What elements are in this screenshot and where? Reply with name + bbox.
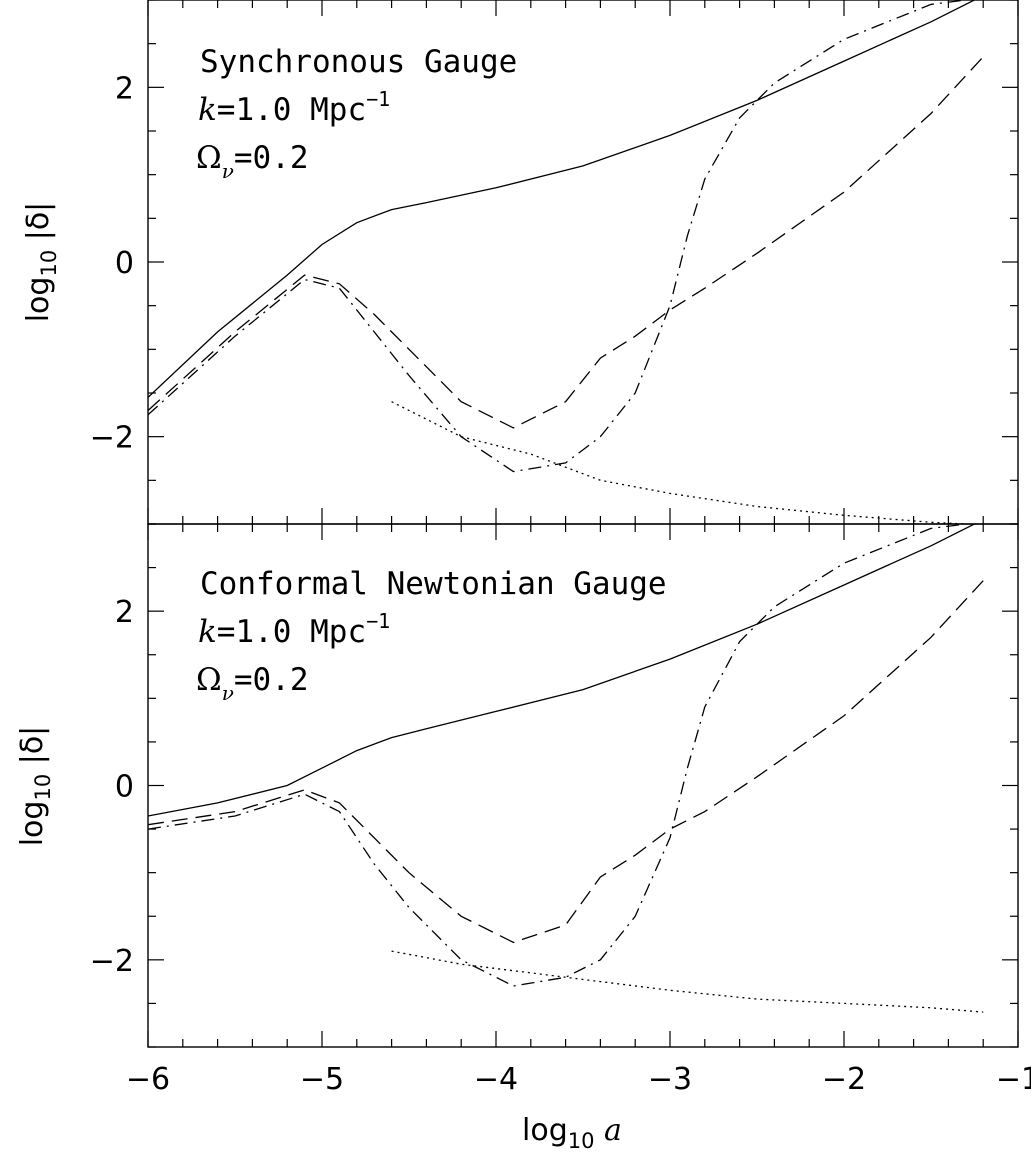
- tick-marks-bottom: [147, 523, 1019, 1048]
- y-axis-label-top: log10 |δ|: [21, 202, 61, 323]
- annotation-k-top: k=1.0 Mpc−1: [198, 87, 390, 128]
- y-tick-labels-bottom: −2 0 2: [90, 595, 134, 979]
- y-tick-label: 2: [115, 595, 134, 630]
- y-tick-label: −2: [90, 944, 134, 979]
- y-tick-label: 2: [115, 71, 134, 106]
- series-dotted-line: [391, 950, 984, 1013]
- curves-bottom: [148, 524, 984, 1013]
- panel-bottom: −2 0 2 −6 −5 −4 −3 −2 −1 Conformal Newtonian Ga…: [15, 523, 1031, 1153]
- x-tick-label: −3: [648, 1062, 692, 1097]
- x-tick-label: −6: [126, 1062, 170, 1097]
- x-axis-label: log10 a: [522, 1113, 622, 1153]
- panel-top: −2 0 2 Synchronous Gauge k=1.0 Mpc−1 Ων=0.…: [21, 0, 1019, 525]
- y-axis-label-bottom: log10 |δ|: [15, 726, 55, 847]
- x-tick-label: −5: [300, 1062, 344, 1097]
- annotation-k-bottom: k=1.0 Mpc−1: [198, 609, 390, 650]
- series-solid-line: [148, 524, 976, 817]
- annotation-omega-bottom: Ων=0.2: [196, 662, 309, 705]
- x-tick-labels: −6 −5 −4 −3 −2 −1: [126, 1062, 1031, 1097]
- series-dashed-line: [148, 56, 984, 429]
- series-dash-dot-line: [148, 0, 966, 473]
- annotation-gauge-bottom: Conformal Newtonian Gauge: [200, 566, 667, 602]
- y-tick-label: −2: [90, 421, 134, 456]
- annotation-gauge-top: Synchronous Gauge: [200, 44, 517, 80]
- y-tick-label: 0: [115, 770, 134, 805]
- y-tick-label: 0: [115, 246, 134, 281]
- series-dotted-line: [391, 401, 966, 524]
- curves-top: [148, 0, 984, 524]
- y-tick-labels-top: −2 0 2: [90, 71, 134, 455]
- x-tick-label: −2: [822, 1062, 866, 1097]
- annotation-omega-top: Ων=0.2: [196, 140, 309, 183]
- series-dashed-line: [148, 580, 984, 944]
- x-tick-label: −1: [996, 1062, 1031, 1097]
- series-solid-line: [148, 0, 976, 398]
- series-dash-dot-line: [148, 524, 966, 987]
- x-tick-label: −4: [474, 1062, 518, 1097]
- tick-marks-top: [147, 0, 1019, 525]
